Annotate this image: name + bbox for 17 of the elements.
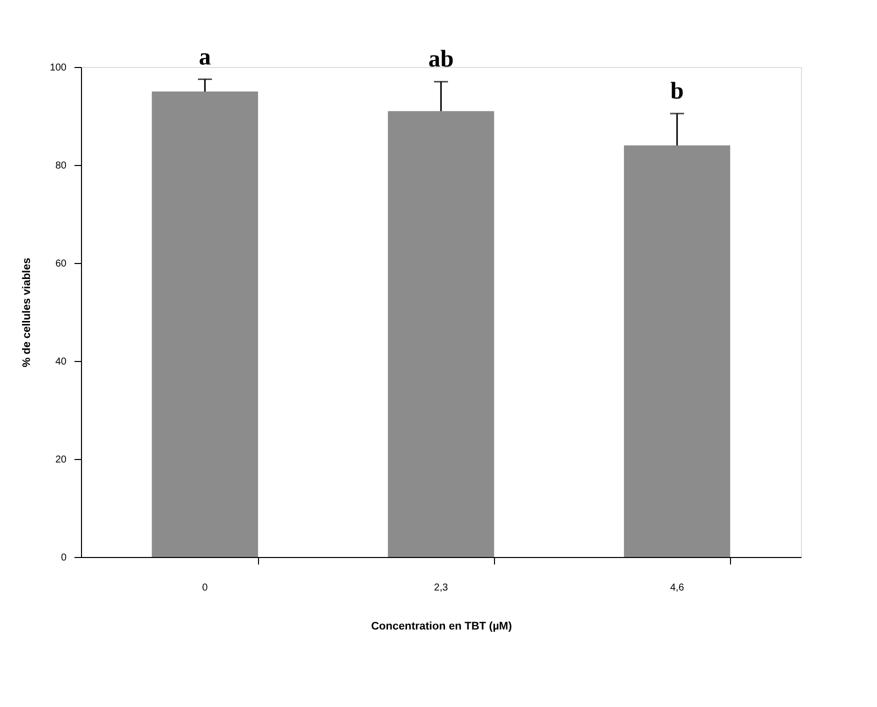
x-axis-title: Concentration en TBT (µM) (371, 620, 512, 632)
bar (152, 92, 258, 557)
annotation: b (670, 78, 684, 105)
y-tick-label: 20 (55, 454, 67, 466)
y-tick-label: 40 (55, 356, 67, 368)
x-tick-label: 4,6 (670, 582, 684, 594)
y-tick-label: 100 (50, 62, 67, 74)
bar (624, 145, 730, 557)
x-tick-label: 2,3 (434, 582, 448, 594)
annotation: a (198, 44, 211, 70)
x-tick-label: 0 (202, 582, 208, 594)
bar (388, 111, 494, 557)
y-axis-title: % de cellules viables (20, 258, 33, 368)
y-tick-label: 80 (55, 160, 67, 172)
y-tick-label: 60 (55, 258, 67, 270)
y-tick-label: 0 (60, 552, 67, 564)
annotation: ab (428, 46, 454, 73)
